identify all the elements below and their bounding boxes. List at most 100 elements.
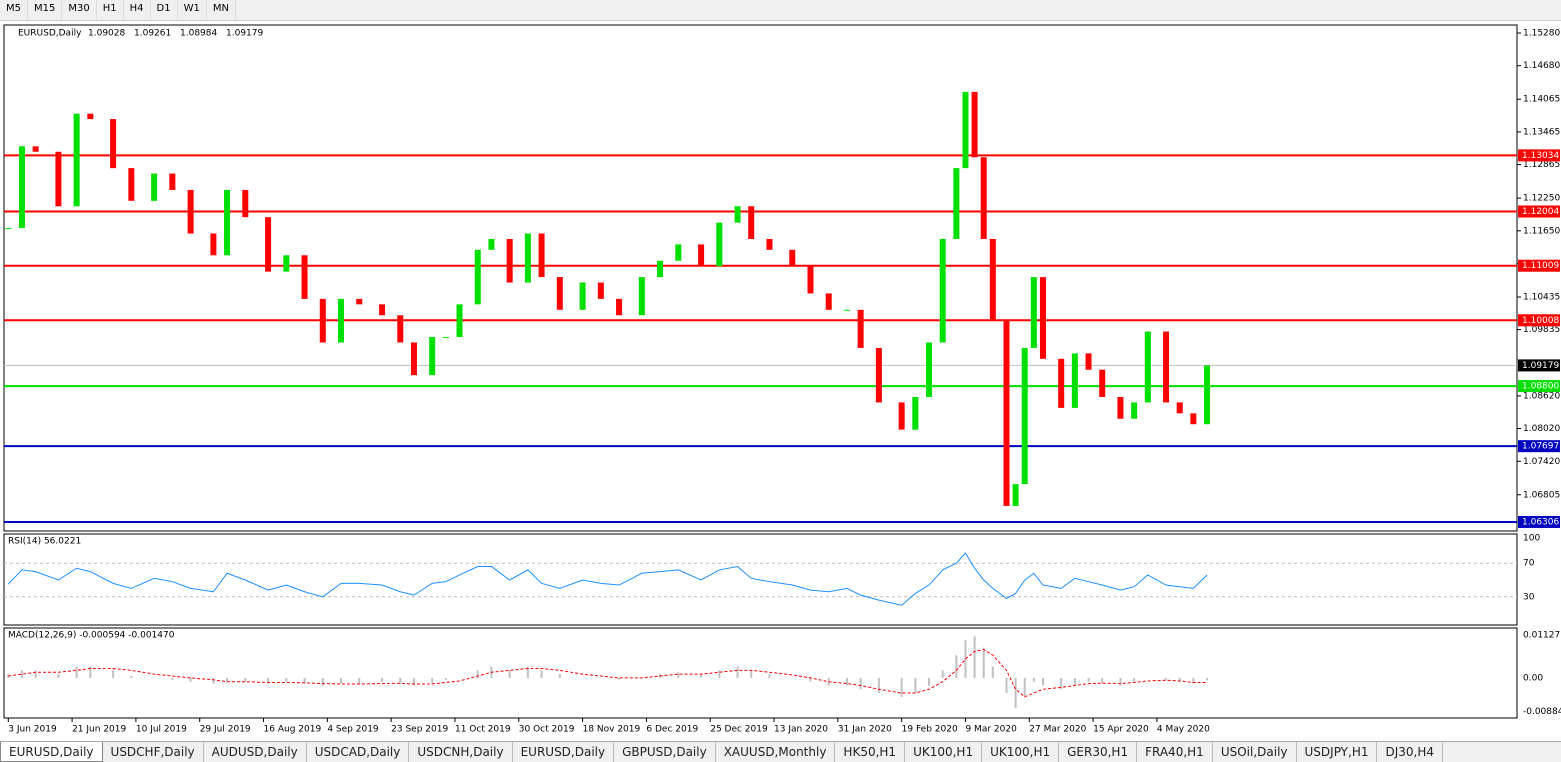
candle-body (1176, 402, 1183, 414)
candle-body (397, 315, 404, 343)
candle-body (1085, 353, 1092, 370)
candle-body (1099, 369, 1106, 397)
macd-bar (340, 677, 343, 684)
macd-bar (244, 677, 247, 682)
timeframe-toolbar: M5 M15 M30 H1 H4 D1 W1 MN (0, 0, 1561, 21)
chart-tab[interactable]: USDCNH,Daily (409, 742, 513, 762)
x-tick-label: 31 Jan 2020 (838, 725, 892, 735)
timeframe-button[interactable]: M15 (28, 0, 63, 20)
y-tick-label: 30 (1523, 592, 1535, 602)
chart-tab[interactable]: HK50,H1 (835, 742, 906, 762)
x-tick-label: 16 Aug 2019 (264, 725, 322, 735)
candle-body (55, 151, 62, 207)
timeframe-button[interactable]: M30 (62, 0, 97, 20)
macd-bar (321, 677, 324, 686)
candle-body (1012, 484, 1019, 506)
chart-tab[interactable]: EURUSD,Daily (513, 742, 615, 762)
candle-body (716, 222, 723, 267)
macd-bar (1192, 677, 1195, 684)
y-tick-label: 1.14680 (1523, 61, 1560, 71)
chart-tab[interactable]: AUDUSD,Daily (204, 742, 307, 762)
chart-tab[interactable]: USOil,Daily (1213, 742, 1297, 762)
macd-bar (444, 677, 447, 680)
y-tick-label: 1.08620 (1523, 391, 1560, 401)
timeframe-button[interactable]: H1 (97, 0, 124, 20)
macd-bar (226, 677, 229, 682)
candle-body (506, 238, 513, 283)
x-tick-label: 4 May 2020 (1157, 725, 1210, 735)
chart-tab[interactable]: DJ30,H4 (1377, 742, 1444, 762)
level-label: 1.12004 (1522, 207, 1559, 217)
macd-bar (1133, 677, 1136, 682)
macd-bar (303, 677, 306, 684)
x-tick-label: 3 Jun 2019 (8, 725, 57, 735)
x-tick-label: 29 Jul 2019 (200, 725, 251, 735)
timeframe-button[interactable]: M5 (0, 0, 28, 20)
chart-header: EURUSD,Daily (18, 29, 82, 39)
macd-bar (750, 670, 753, 678)
macd-bar (89, 666, 92, 678)
macd-bar (941, 670, 944, 678)
y-tick-label: 1.10435 (1523, 292, 1560, 302)
macd-bar (285, 677, 288, 682)
chart-tab[interactable]: EURUSD,Daily (0, 742, 103, 762)
x-tick-label: 10 Jul 2019 (136, 725, 187, 735)
timeframe-button[interactable]: W1 (178, 0, 207, 20)
candle-body (5, 228, 12, 230)
ohlc-value: 1.09028 (88, 29, 125, 39)
rsi-line (7, 552, 1208, 606)
y-tick-label: 0.011277 (1523, 631, 1561, 641)
chart-tab[interactable]: UK100,H1 (905, 742, 983, 762)
macd-bar (1178, 677, 1181, 682)
level-label: 1.07697 (1522, 442, 1559, 452)
chart-tab[interactable]: USDCHF,Daily (103, 742, 204, 762)
macd-bar (768, 674, 771, 678)
candle-body (73, 113, 80, 207)
timeframe-button[interactable]: MN (207, 0, 236, 20)
macd-bar (877, 677, 880, 694)
candle-body (538, 233, 545, 278)
chart-tab[interactable]: GER30,H1 (1059, 742, 1138, 762)
y-tick-label: -0.008845 (1523, 707, 1561, 717)
macd-bar (991, 666, 994, 678)
candle-body (151, 173, 158, 201)
price-panel (3, 24, 1518, 532)
macd-bar (914, 677, 917, 694)
candle-body (1021, 347, 1028, 485)
y-tick-label: 1.15280 (1523, 29, 1560, 39)
candle-body (1144, 331, 1151, 403)
chart-tab[interactable]: UK100,H1 (982, 742, 1060, 762)
ohlc-value: 1.09261 (134, 29, 171, 39)
macd-bar (973, 636, 976, 678)
macd-bar (1119, 677, 1122, 686)
macd-bar (1073, 677, 1076, 686)
candle-body (1058, 358, 1065, 408)
candle-body (169, 173, 176, 190)
level-box (1518, 380, 1560, 393)
candle-body (319, 298, 326, 343)
candle-body (989, 238, 996, 321)
chart-tab[interactable]: FRA40,H1 (1137, 742, 1213, 762)
macd-bar (618, 677, 621, 680)
chart-tab[interactable]: XAUUSD,Monthly (716, 742, 836, 762)
chart-tab[interactable]: USDCAD,Daily (307, 742, 410, 762)
y-tick-label: 100 (1523, 534, 1540, 544)
macd-bar (1041, 677, 1044, 686)
level-box (1518, 314, 1560, 327)
macd-bar (189, 677, 192, 682)
timeframe-button[interactable]: D1 (151, 0, 178, 20)
candle-body (825, 293, 832, 310)
macd-bar (677, 672, 680, 678)
candle-body (32, 146, 39, 152)
candle-body (488, 238, 495, 250)
candle-body (474, 249, 481, 305)
candle-body (980, 157, 987, 239)
candle-body (1163, 331, 1170, 403)
timeframe-button[interactable]: H4 (124, 0, 151, 20)
x-tick-label: 23 Sep 2019 (391, 725, 448, 735)
macd-bar (928, 677, 931, 686)
chart-tab[interactable]: GBPUSD,Daily (614, 742, 716, 762)
level-box (1518, 515, 1560, 528)
macd-bar (809, 677, 812, 682)
chart-tab[interactable]: USDJPY,H1 (1297, 742, 1378, 762)
